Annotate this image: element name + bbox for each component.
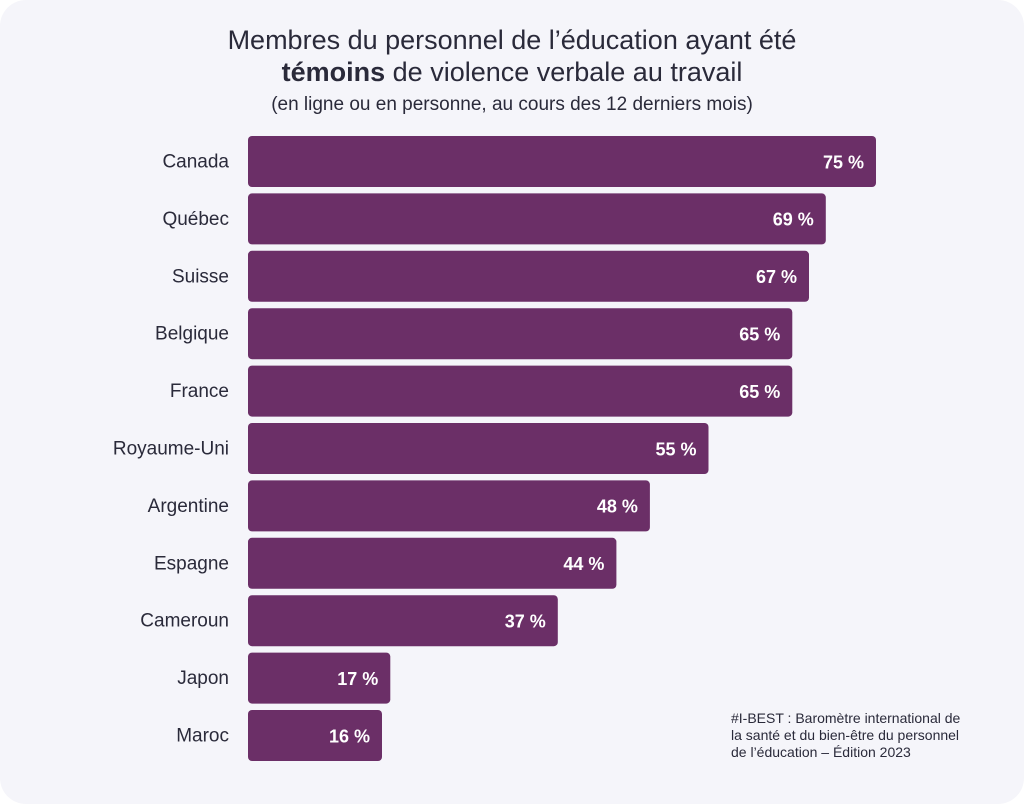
- chart-title-line-2: témoins de violence verbale au travail: [0, 56, 1024, 88]
- category-label: Maroc: [176, 726, 229, 747]
- category-label: Belgique: [155, 324, 229, 345]
- category-label: Québec: [162, 209, 229, 230]
- category-label: Espagne: [154, 553, 229, 574]
- value-label: 48 %: [597, 497, 638, 517]
- category-label: Argentine: [148, 496, 229, 517]
- bar-2: [248, 250, 809, 302]
- category-label: Japon: [177, 668, 229, 689]
- value-label: 75 %: [823, 152, 864, 172]
- chart-subtitle: (en ligne ou en personne, au cours des 1…: [271, 94, 753, 115]
- bar-5: [248, 423, 709, 474]
- chart-title-line-1: Membres du personnel de l’éducation ayan…: [227, 25, 797, 55]
- source-note-line-1: #I-BEST : Baromètre international de: [731, 710, 961, 726]
- value-label: 16 %: [329, 726, 370, 746]
- bar-3: [248, 308, 793, 360]
- value-label: 37 %: [505, 611, 546, 631]
- bar-8: [248, 595, 558, 647]
- chart-title-rest: de violence verbale au travail: [385, 57, 743, 87]
- bar-10: [248, 710, 382, 761]
- chart-title-emphasis: témoins: [281, 57, 386, 87]
- category-label: France: [170, 381, 229, 402]
- bar-7: [248, 537, 617, 589]
- source-note-line-2: la santé et du bien-être du personnel: [731, 727, 960, 743]
- source-note-line-3: de l’éducation – Édition 2023: [731, 744, 911, 760]
- source-note: #I-BEST : Baromètre international de la …: [731, 710, 1011, 761]
- bar-4: [248, 365, 793, 417]
- category-label: Cameroun: [140, 611, 229, 632]
- value-label: 44 %: [563, 554, 604, 574]
- value-label: 67 %: [756, 267, 797, 287]
- bar-1: [248, 193, 826, 245]
- bar-0: [248, 136, 876, 187]
- category-label: Canada: [162, 152, 229, 173]
- bar-6: [248, 480, 650, 532]
- value-label: 17 %: [337, 669, 378, 689]
- value-label: 55 %: [655, 439, 696, 459]
- value-label: 69 %: [773, 210, 814, 230]
- category-label: Royaume-Uni: [113, 439, 229, 460]
- value-label: 65 %: [739, 324, 780, 344]
- bar-9: [248, 652, 391, 704]
- category-label: Suisse: [172, 266, 229, 287]
- value-label: 65 %: [739, 382, 780, 402]
